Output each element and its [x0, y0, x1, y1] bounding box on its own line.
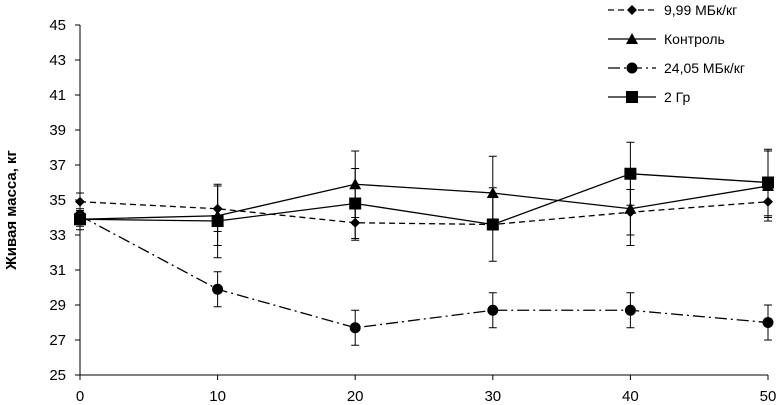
data-point	[487, 304, 499, 316]
legend-marker	[626, 62, 638, 74]
series-diamond	[75, 185, 773, 241]
y-tick-label: 43	[49, 52, 66, 69]
x-tick-label: 20	[347, 388, 364, 405]
series-layer	[74, 141, 774, 346]
data-point	[349, 197, 362, 210]
x-tick-label: 40	[622, 388, 639, 405]
y-tick-label: 45	[49, 17, 66, 34]
series-circle	[74, 210, 774, 346]
data-point	[624, 202, 637, 214]
series-line	[79, 201, 769, 226]
legend-marker	[626, 33, 638, 44]
y-tick-label: 41	[49, 87, 66, 104]
legend-item: 9,99 МБк/кг	[608, 2, 737, 18]
y-tick-label: 31	[49, 262, 66, 279]
x-tick-label: 0	[76, 388, 84, 405]
data-point	[486, 218, 499, 231]
y-tick-label: 29	[49, 297, 66, 314]
y-tick-label: 25	[49, 367, 66, 384]
legend-label: 9,99 МБк/кг	[664, 2, 737, 18]
series-triangle	[74, 150, 774, 246]
axes: 25 27 29 31 33 35 37 39 41 43 45 0 10 20 30 40 50 Живая м…	[3, 17, 776, 405]
data-point	[762, 317, 774, 328]
series-line	[79, 183, 769, 220]
data-point	[212, 283, 224, 295]
legend-item: 24,05 МБк/кг	[608, 60, 745, 76]
series-square	[74, 141, 774, 262]
x-tick-label: 30	[484, 388, 501, 405]
y-axis-title: Живая масса, кг	[3, 150, 20, 271]
legend: 9,99 МБк/кг Контроль 24,05 МБк/кг 2 Гр	[608, 2, 745, 105]
y-tick-label: 37	[49, 157, 66, 174]
legend-label: 24,05 МБк/кг	[664, 60, 745, 76]
data-point	[624, 304, 636, 316]
data-point	[624, 167, 637, 180]
legend-item: 2 Гр	[608, 89, 690, 105]
y-tick-label: 35	[49, 192, 66, 209]
x-tick-label: 10	[209, 388, 226, 405]
data-point	[74, 213, 86, 226]
data-point	[762, 176, 774, 189]
y-tick-label: 39	[49, 122, 66, 139]
series-line	[79, 173, 769, 226]
y-tick-label: 33	[49, 227, 66, 244]
series-line	[79, 215, 769, 329]
legend-marker	[626, 91, 638, 103]
legend-label: Контроль	[664, 31, 725, 47]
data-point	[211, 215, 224, 227]
legend-item: Контроль	[608, 31, 725, 47]
x-tick-label: 50	[760, 388, 777, 405]
data-point	[349, 322, 361, 334]
data-point	[75, 196, 85, 207]
legend-marker	[627, 5, 637, 15]
y-tick-label: 27	[49, 332, 66, 349]
legend-label: 2 Гр	[664, 89, 690, 105]
